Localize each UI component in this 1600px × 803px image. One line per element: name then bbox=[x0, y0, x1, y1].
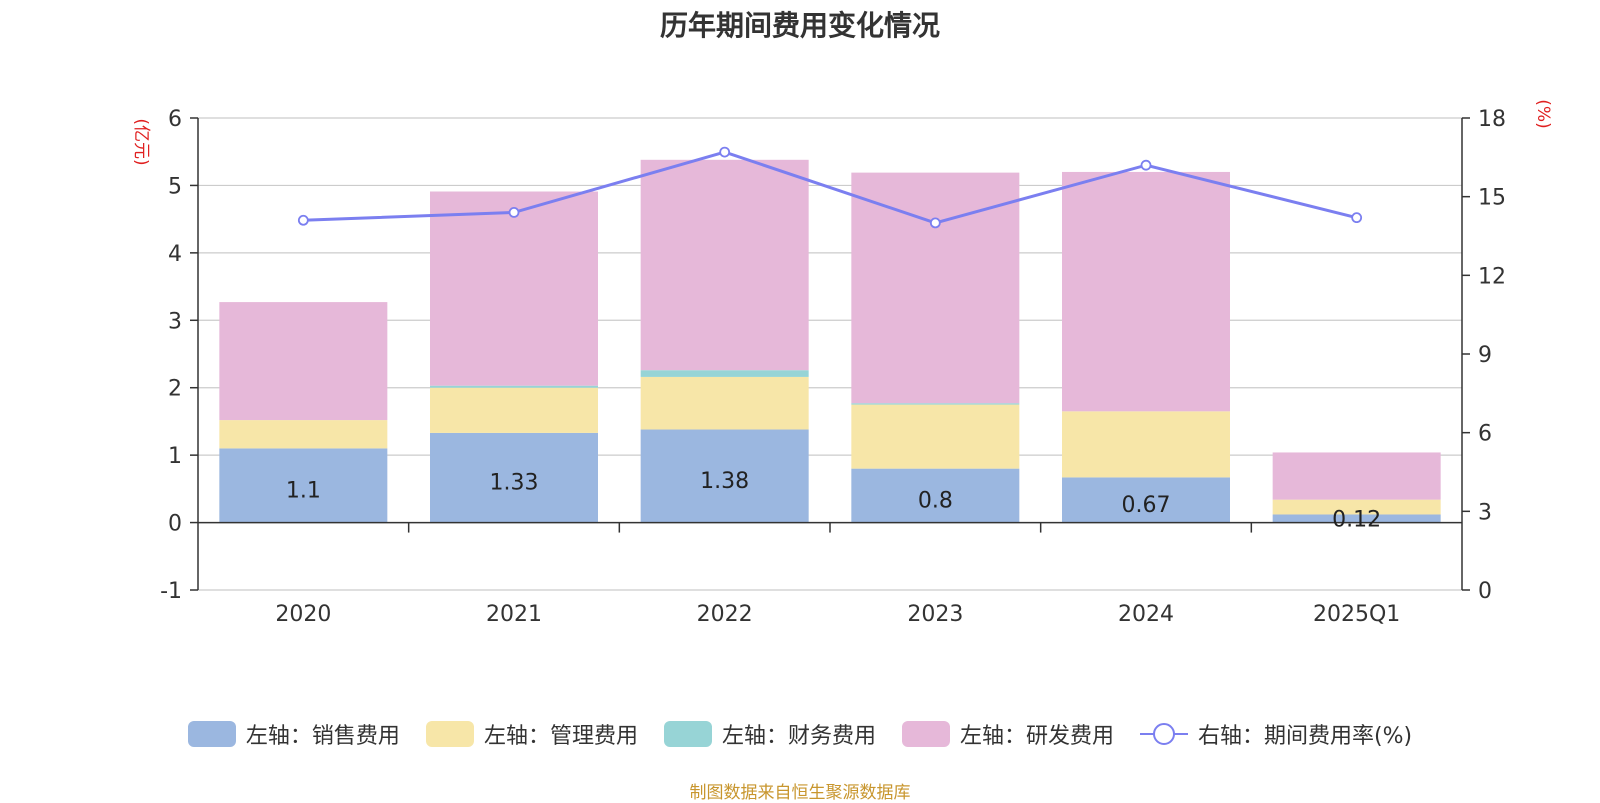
bar-segment-2 bbox=[1062, 411, 1230, 478]
y-left-tick-label: 6 bbox=[168, 107, 182, 132]
legend-label-sales: 左轴：销售费用 bbox=[245, 724, 400, 749]
x-tick-label: 2022 bbox=[697, 602, 753, 627]
line-point bbox=[297, 214, 309, 226]
x-tick-label: 2025Q1 bbox=[1313, 602, 1400, 627]
line-point bbox=[1140, 159, 1152, 171]
bar-segment-2 bbox=[1272, 499, 1441, 515]
bar-segment-2 bbox=[640, 376, 809, 430]
y-right-axis-label: (%) bbox=[1533, 99, 1553, 128]
data-label: 1.33 bbox=[490, 471, 539, 496]
legend-swatch-sales bbox=[187, 721, 236, 747]
x-tick-label: 2021 bbox=[486, 602, 542, 627]
legend-item-finance[interactable]: 左轴：财务费用 bbox=[663, 718, 876, 750]
legend-swatch-rnd bbox=[901, 721, 950, 747]
bar-segment-3 bbox=[640, 370, 809, 377]
legend-swatch-management bbox=[425, 721, 474, 747]
bar-segment-3 bbox=[430, 385, 598, 388]
y-right-tick-label: 9 bbox=[1478, 343, 1492, 368]
y-left-tick-label: 5 bbox=[168, 174, 182, 199]
bar-segment-1 bbox=[1272, 514, 1441, 523]
bar-segment-1 bbox=[851, 468, 1020, 523]
chart-plot: 6 5 4 3 2 1 0 -1 18 15 12 9 6 3 0 (亿元) (%) 2020 2021 2022 20… bbox=[131, 99, 1553, 627]
data-label: 1.1 bbox=[286, 478, 321, 503]
y-left-axis-label: (亿元) bbox=[131, 118, 151, 165]
line-point bbox=[508, 206, 520, 218]
y-left-tick-label: 4 bbox=[168, 242, 182, 267]
bar-segment-1 bbox=[640, 429, 809, 523]
legend-item-expense-rate[interactable]: 右轴：期间费用率(%) bbox=[1139, 718, 1413, 750]
x-tick-label: 2023 bbox=[907, 602, 963, 627]
legend-swatch-finance bbox=[663, 721, 712, 747]
legend-item-rnd[interactable]: 左轴：研发费用 bbox=[901, 718, 1114, 750]
line-point bbox=[929, 217, 941, 229]
bar-segment-4 bbox=[219, 302, 388, 421]
y-right-tick-label: 18 bbox=[1478, 107, 1506, 132]
bar-segment-2 bbox=[430, 387, 598, 433]
bar-segment-1 bbox=[219, 448, 388, 523]
bar-segment-4 bbox=[1272, 452, 1441, 500]
y-left-tick-label: 1 bbox=[168, 444, 182, 469]
legend-item-management[interactable]: 左轴：管理费用 bbox=[425, 718, 638, 750]
legend-label-expense-rate: 右轴：期间费用率(%) bbox=[1197, 724, 1413, 749]
bar-segment-4 bbox=[430, 191, 598, 386]
bar-segment-4 bbox=[640, 159, 809, 371]
chart-title: 历年期间费用变化情况 bbox=[659, 9, 940, 42]
source-note: 制图数据来自恒生聚源数据库 bbox=[689, 783, 911, 803]
y-right-tick-label: 12 bbox=[1478, 264, 1506, 289]
line-point bbox=[1351, 212, 1363, 224]
bar-segment-1 bbox=[430, 432, 598, 523]
data-label: 0.67 bbox=[1122, 493, 1171, 518]
line-point bbox=[719, 146, 731, 158]
data-label: 0.12 bbox=[1332, 508, 1381, 533]
data-label: 0.8 bbox=[918, 489, 953, 514]
bar-segment-2 bbox=[219, 420, 388, 449]
legend-swatch-expense-rate bbox=[1139, 723, 1188, 745]
bar-segment-3 bbox=[851, 403, 1020, 405]
legend-label-finance: 左轴：财务费用 bbox=[721, 724, 876, 749]
y-right-tick-label: 6 bbox=[1478, 422, 1492, 447]
bar-segment-4 bbox=[851, 172, 1020, 404]
bar-segment-1 bbox=[1062, 477, 1230, 523]
legend-label-management: 左轴：管理费用 bbox=[483, 724, 638, 749]
y-left-tick-label: 0 bbox=[168, 512, 182, 537]
chart-legend: 左轴：销售费用 左轴：管理费用 左轴：财务费用 左轴：研发费用 右轴：期间费用率… bbox=[0, 718, 1600, 750]
x-tick-label: 2024 bbox=[1118, 602, 1174, 627]
y-right-tick-label: 15 bbox=[1478, 186, 1506, 211]
y-left-tick-label: 3 bbox=[168, 309, 182, 334]
legend-item-sales[interactable]: 左轴：销售费用 bbox=[187, 718, 400, 750]
bar-segment-4 bbox=[1062, 171, 1230, 412]
y-left-tick-label: 2 bbox=[168, 377, 182, 402]
data-label: 1.38 bbox=[700, 469, 749, 494]
x-tick-label: 2020 bbox=[275, 602, 331, 627]
bar-segment-2 bbox=[851, 404, 1020, 469]
legend-label-rnd: 左轴：研发费用 bbox=[959, 724, 1114, 749]
line-expense-rate bbox=[303, 150, 1358, 225]
y-right-tick-label: 0 bbox=[1478, 579, 1492, 604]
y-left-tick-label: -1 bbox=[160, 579, 182, 604]
y-right-tick-label: 3 bbox=[1478, 500, 1492, 525]
